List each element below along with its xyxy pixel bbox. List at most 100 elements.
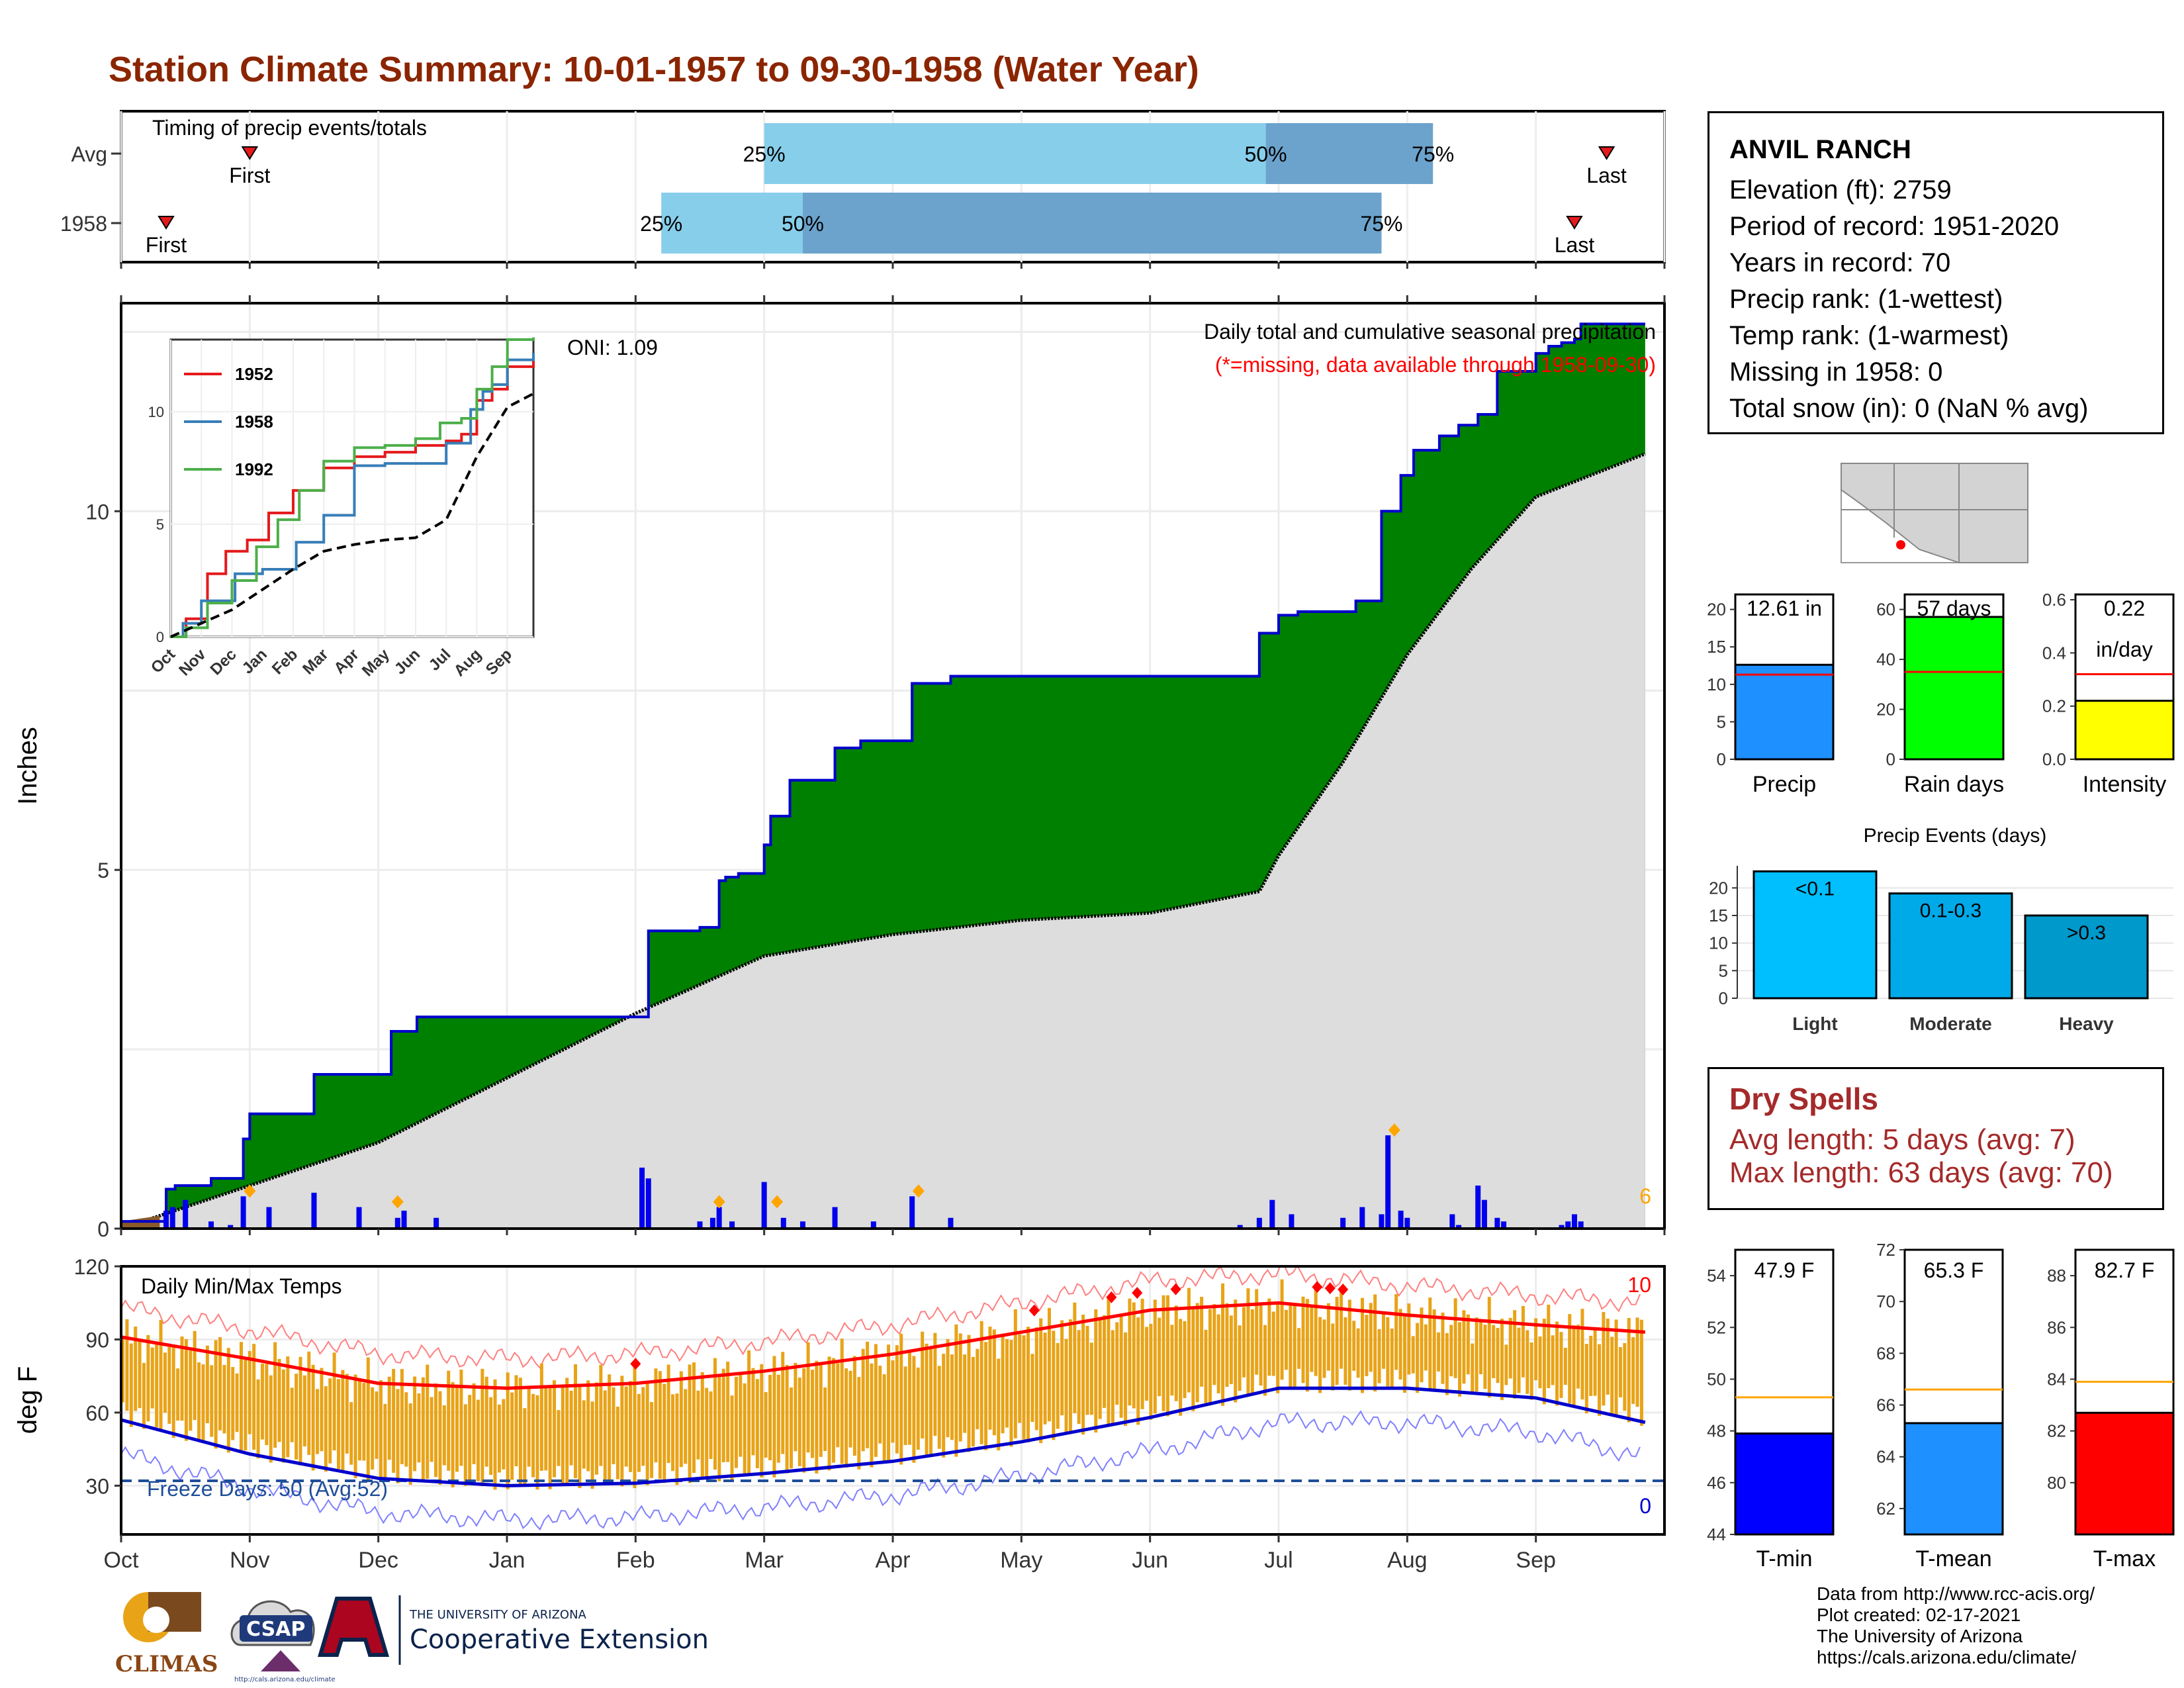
daily-temp-bar bbox=[235, 1373, 239, 1432]
dry-spells-title: Dry Spells bbox=[1729, 1082, 1878, 1116]
tempbar-label: T-max bbox=[2093, 1546, 2156, 1571]
station-period: Period of record: 1951-2020 bbox=[1729, 212, 2060, 241]
daily-temp-bar bbox=[1284, 1309, 1288, 1370]
daily-temp-bar bbox=[129, 1343, 133, 1427]
daily-temp-bar bbox=[1077, 1330, 1081, 1425]
daily-temp-bar bbox=[349, 1402, 353, 1465]
daily-temp-bar bbox=[1250, 1309, 1254, 1395]
tempbar-ytick-label: 66 bbox=[1876, 1395, 1895, 1415]
summary-ytick-label: 5 bbox=[1717, 712, 1726, 731]
daily-temp-bar bbox=[1047, 1307, 1051, 1422]
daily-temp-bar bbox=[1158, 1317, 1161, 1397]
daily-temp-bar bbox=[455, 1384, 459, 1472]
daily-temp-bar bbox=[1631, 1336, 1635, 1404]
daily-temp-bar bbox=[1085, 1325, 1089, 1415]
daily-temp-bar bbox=[1280, 1279, 1284, 1380]
event-marker bbox=[713, 1195, 725, 1209]
daily-temp-bar bbox=[193, 1331, 197, 1421]
daily-temp-bar bbox=[776, 1374, 780, 1463]
daily-temp-bar bbox=[298, 1356, 302, 1466]
daily-temp-bar bbox=[447, 1370, 451, 1471]
daily-temp-bar bbox=[1343, 1317, 1347, 1385]
daily-temp-bar bbox=[1124, 1332, 1128, 1427]
month-label: Nov bbox=[230, 1548, 269, 1573]
daily-temp-bar bbox=[1432, 1309, 1436, 1390]
tempbar-ytick-label: 84 bbox=[2047, 1369, 2066, 1389]
daily-temp-bar bbox=[624, 1386, 628, 1467]
daily-temp-bar bbox=[1479, 1322, 1483, 1375]
daily-temp-bar bbox=[797, 1378, 801, 1466]
daily-temp-bar bbox=[912, 1356, 916, 1463]
daily-temp-bar bbox=[375, 1391, 379, 1459]
daily-temp-bar bbox=[937, 1366, 941, 1449]
daily-precip-bar bbox=[163, 1210, 169, 1229]
daily-temp-bar bbox=[138, 1340, 142, 1409]
daily-precip-bar bbox=[1269, 1199, 1275, 1229]
daily-temp-bar bbox=[535, 1395, 539, 1490]
daily-temp-bar bbox=[1115, 1322, 1119, 1405]
daily-precip-bar bbox=[1385, 1135, 1391, 1229]
daily-temp-bar bbox=[1043, 1333, 1047, 1425]
summary-label-rain_days: Rain days bbox=[1904, 772, 2004, 797]
daily-temp-bar bbox=[438, 1391, 442, 1485]
daily-temp-bar bbox=[1449, 1325, 1453, 1377]
daily-temp-bar bbox=[1542, 1319, 1546, 1405]
daily-temp-bar bbox=[1026, 1327, 1030, 1442]
daily-temp-bar bbox=[159, 1320, 163, 1431]
daily-precip-bar bbox=[1359, 1207, 1365, 1229]
daily-temp-bar bbox=[489, 1397, 493, 1476]
daily-temp-bar bbox=[1060, 1320, 1064, 1416]
temp-ytick-label: 30 bbox=[85, 1474, 109, 1498]
daily-temp-bar bbox=[1483, 1325, 1487, 1389]
daily-temp-bar bbox=[768, 1374, 772, 1460]
daily-temp-bar bbox=[992, 1329, 996, 1436]
timing-p25-label: 25% bbox=[743, 142, 786, 166]
daily-temp-bar bbox=[553, 1380, 557, 1477]
daily-temp-bar bbox=[1183, 1321, 1187, 1399]
daily-temp-bar bbox=[1009, 1340, 1013, 1447]
daily-temp-bar bbox=[205, 1345, 209, 1424]
daily-temp-bar bbox=[903, 1366, 907, 1445]
daily-temp-bar bbox=[1030, 1354, 1034, 1423]
daily-temp-bar bbox=[887, 1344, 891, 1462]
daily-temp-bar bbox=[984, 1342, 988, 1450]
daily-temp-bar bbox=[1466, 1314, 1470, 1375]
daily-temp-bar bbox=[502, 1399, 506, 1470]
summary-ytick-label: 0.4 bbox=[2042, 643, 2066, 663]
daily-temp-bar bbox=[1052, 1331, 1056, 1440]
daily-temp-bar bbox=[1259, 1303, 1263, 1386]
events-category-label: Heavy bbox=[2059, 1013, 2114, 1034]
daily-temp-bar bbox=[751, 1368, 755, 1456]
daily-temp-bar bbox=[1356, 1328, 1360, 1378]
daily-temp-bar bbox=[1597, 1344, 1601, 1416]
daily-temp-bar bbox=[958, 1333, 962, 1442]
location-map bbox=[1841, 463, 2028, 563]
daily-temp-bar bbox=[337, 1379, 341, 1470]
daily-temp-bar bbox=[557, 1410, 561, 1466]
daily-temp-bar bbox=[1216, 1314, 1220, 1393]
daily-temp-bar bbox=[1103, 1315, 1107, 1408]
daily-temp-bar bbox=[265, 1364, 269, 1446]
daily-temp-bar bbox=[1242, 1307, 1246, 1378]
daily-temp-bar bbox=[1398, 1309, 1402, 1380]
daily-temp-bar bbox=[1525, 1330, 1529, 1394]
daily-temp-bar bbox=[1293, 1304, 1297, 1387]
daily-temp-bar bbox=[1225, 1303, 1229, 1387]
freeze-days-label: Freeze Days: 50 (Avg:52) bbox=[147, 1477, 388, 1501]
summary-bar-intensity bbox=[2074, 700, 2175, 761]
daily-temp-bar bbox=[823, 1387, 827, 1452]
daily-precip-bar bbox=[1571, 1214, 1577, 1229]
month-label: Mar bbox=[745, 1548, 784, 1573]
daily-precip-bar bbox=[645, 1178, 651, 1229]
summary-ytick-label: 0 bbox=[1886, 749, 1895, 769]
daily-temp-bar bbox=[316, 1389, 320, 1454]
daily-temp-bar bbox=[210, 1365, 214, 1437]
daily-temp-bar bbox=[281, 1369, 285, 1463]
daily-temp-bar bbox=[201, 1364, 205, 1441]
climas-logo: CLIMAS bbox=[115, 1592, 218, 1677]
daily-temp-bar bbox=[1534, 1318, 1538, 1381]
daily-temp-bar bbox=[760, 1364, 764, 1478]
daily-temp-bar bbox=[273, 1342, 277, 1448]
daily-temp-bar bbox=[1305, 1299, 1309, 1392]
